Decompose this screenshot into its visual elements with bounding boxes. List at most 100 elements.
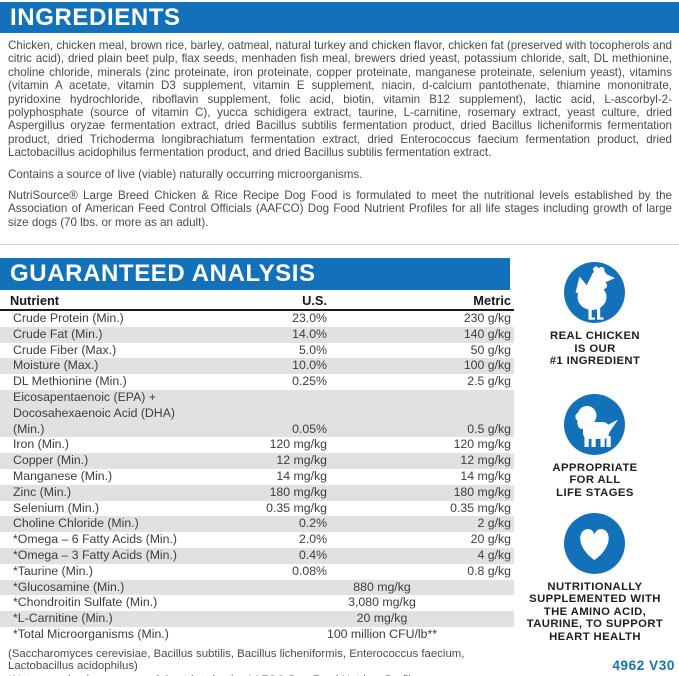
metric-value: 230 g/kg	[463, 311, 511, 325]
metric-value: 14 mg/kg	[460, 468, 511, 483]
section-divider	[0, 244, 679, 245]
guaranteed-analysis-title: GUARANTEED ANALYSIS	[10, 260, 316, 287]
ingredients-header-bar: INGREDIENTS	[0, 2, 679, 33]
table-row: Zinc (Min.) 180 mg/kg 180 mg/kg	[0, 484, 514, 501]
metric-value: 0.5 g/kg	[467, 421, 511, 436]
table-row: Eicosapentaenoic (EPA) + Docosahexaenoic…	[0, 389, 514, 438]
nutrient-name: *Omega – 6 Fatty Acids (Min.)	[13, 532, 178, 547]
nutrient-name: Eicosapentaenoic (EPA) + Docosahexaenoic…	[13, 389, 175, 436]
column-header-metric: Metric	[473, 293, 511, 308]
table-row: Crude Fat (Min.) 14.0% 140 g/kg	[0, 326, 514, 343]
claims-sidebar: REAL CHICKEN IS OUR #1 INGREDIENT APPROP…	[514, 258, 676, 644]
table-row: *Chondroitin Sulfate (Min.) 3,080 mg/kg	[0, 595, 514, 611]
table-row: Crude Protein (Min.) 23.0% 230 g/kg	[0, 311, 514, 327]
nutrient-name: Crude Protein (Min.)	[13, 311, 124, 325]
not-recognized-note: *Not recognized as an essential nutrient…	[8, 674, 505, 676]
guaranteed-analysis-header-bar: GUARANTEED ANALYSIS	[0, 258, 510, 290]
table-row: Moisture (Max.) 10.0% 100 g/kg	[0, 358, 514, 375]
table-footnotes: (Saccharomyces cerevisiae, Bacillus subt…	[0, 647, 505, 676]
table-row: Iron (Min.) 120 mg/kg 120 mg/kg	[0, 437, 514, 453]
metric-value: 0.35 mg/kg	[450, 500, 511, 515]
life-stages-badge: APPROPRIATE FOR ALL LIFE STAGES	[552, 393, 638, 500]
nutrient-name: *Chondroitin Sulfate (Min.)	[13, 595, 158, 610]
us-value: 0.05%	[292, 421, 327, 436]
combined-value: 3,080 mg/kg	[348, 595, 416, 610]
table-row: *Taurine (Min.) 0.08% 0.8 g/kg	[0, 564, 514, 580]
microorganism-species-note: (Saccharomyces cerevisiae, Bacillus subt…	[8, 647, 465, 672]
metric-value: 0.8 g/kg	[467, 563, 511, 578]
us-value: 10.0%	[292, 358, 327, 373]
combined-value: 880 mg/kg	[353, 579, 411, 594]
combined-value: 100 million CFU/lb**	[326, 626, 438, 641]
metric-value: 20 g/kg	[470, 532, 511, 547]
table-row: Manganese (Min.) 14 mg/kg 14 mg/kg	[0, 469, 514, 485]
nutrient-name: Selenium (Min.)	[13, 500, 100, 515]
metric-value: 140 g/kg	[463, 326, 511, 341]
table-row: Selenium (Min.) 0.35 mg/kg 0.35 mg/kg	[0, 501, 514, 517]
table-row: Crude Fiber (Max.) 5.0% 50 g/kg	[0, 343, 514, 359]
metric-value: 50 g/kg	[470, 342, 511, 357]
metric-value: 120 mg/kg	[453, 437, 511, 452]
table-row: *Omega – 6 Fatty Acids (Min.) 2.0% 20 g/kg	[0, 532, 514, 548]
nutrient-name: Copper (Min.)	[13, 453, 89, 468]
table-row: *Omega – 3 Fatty Acids (Min.) 0.4% 4 g/kg	[0, 547, 514, 564]
metric-value: 100 g/kg	[463, 358, 511, 373]
table-body: Crude Protein (Min.) 23.0% 230 g/kg Crude F…	[0, 311, 514, 643]
life-stages-caption: APPROPRIATE FOR ALL LIFE STAGES	[552, 461, 638, 499]
table-row: Copper (Min.) 12 mg/kg 12 mg/kg	[0, 453, 514, 469]
us-value: 23.0%	[292, 311, 327, 325]
heart-icon	[564, 512, 626, 574]
us-value: 14 mg/kg	[276, 468, 327, 483]
metric-value: 2.5 g/kg	[467, 374, 511, 389]
column-header-nutrient: Nutrient	[10, 293, 60, 308]
real-chicken-caption: REAL CHICKEN IS OUR #1 INGREDIENT	[549, 330, 641, 368]
metric-value: 12 mg/kg	[460, 453, 511, 468]
chicken-icon	[564, 262, 626, 323]
table-row: *L-Carnitine (Min.) 20 mg/kg	[0, 611, 514, 627]
microorganisms-note: Contains a source of live (viable) natur…	[8, 167, 363, 181]
nutrient-name: Zinc (Min.)	[13, 484, 72, 499]
nutrient-name: Crude Fat (Min.)	[13, 326, 103, 341]
nutrient-name: Manganese (Min.)	[13, 468, 113, 483]
us-value: 12 mg/kg	[276, 453, 327, 468]
column-header-us: U.S.	[302, 293, 327, 308]
metric-value: 180 mg/kg	[453, 484, 511, 499]
table-row: *Total Microorganisms (Min.) 100 million …	[0, 627, 514, 643]
us-value: 2.0%	[298, 532, 327, 547]
table-row: *Glucosamine (Min.) 880 mg/kg	[0, 579, 514, 596]
us-value: 180 mg/kg	[269, 484, 327, 499]
aafco-statement: NutriSource® Large Breed Chicken & Rice …	[8, 189, 672, 229]
real-chicken-badge: REAL CHICKEN IS OUR #1 INGREDIENT	[550, 258, 641, 368]
nutrient-name: *Omega – 3 Fatty Acids (Min.)	[13, 547, 178, 562]
guaranteed-analysis-section: GUARANTEED ANALYSIS Nutrient U.S. Metric…	[0, 258, 514, 676]
dog-icon	[564, 393, 626, 455]
us-value: 0.25%	[292, 374, 327, 389]
nutrient-name: DL Methionine (Min.)	[13, 374, 127, 389]
us-value: 14.0%	[292, 326, 327, 341]
analysis-table: Nutrient U.S. Metric Crude Protein (Min.…	[0, 293, 514, 643]
heart-health-caption: NUTRITIONALLY SUPPLEMENTED WITH THE AMIN…	[526, 580, 664, 643]
table-row: Choline Chloride (Min.) 0.2% 2 g/kg	[0, 516, 514, 533]
metric-value: 2 g/kg	[477, 516, 512, 531]
combined-value: 20 mg/kg	[356, 611, 408, 626]
nutrient-name: Moisture (Max.)	[13, 358, 99, 373]
product-code: 4962 V30	[612, 658, 675, 673]
nutrient-name: *Total Microorganisms (Min.)	[13, 626, 169, 641]
us-value: 0.35 mg/kg	[266, 500, 327, 515]
us-value: 0.08%	[292, 563, 327, 578]
nutrient-name: *Glucosamine (Min.)	[13, 579, 125, 594]
ingredients-paragraph: Chicken, chicken meal, brown rice, barle…	[8, 39, 672, 160]
nutrient-name: *L-Carnitine (Min.)	[13, 611, 113, 626]
nutrient-name: Crude Fiber (Max.)	[13, 342, 117, 357]
heart-health-badge: NUTRITIONALLY SUPPLEMENTED WITH THE AMIN…	[526, 512, 664, 644]
us-value: 0.2%	[298, 516, 327, 531]
metric-value: 4 g/kg	[477, 547, 512, 562]
us-value: 0.4%	[298, 547, 327, 562]
table-row: DL Methionine (Min.) 0.25% 2.5 g/kg	[0, 374, 514, 390]
nutrient-name: *Taurine (Min.)	[13, 563, 93, 578]
table-header-row: Nutrient U.S. Metric	[0, 293, 514, 311]
us-value: 120 mg/kg	[269, 437, 327, 452]
nutrient-name: Iron (Min.)	[13, 437, 70, 452]
us-value: 5.0%	[298, 342, 327, 357]
